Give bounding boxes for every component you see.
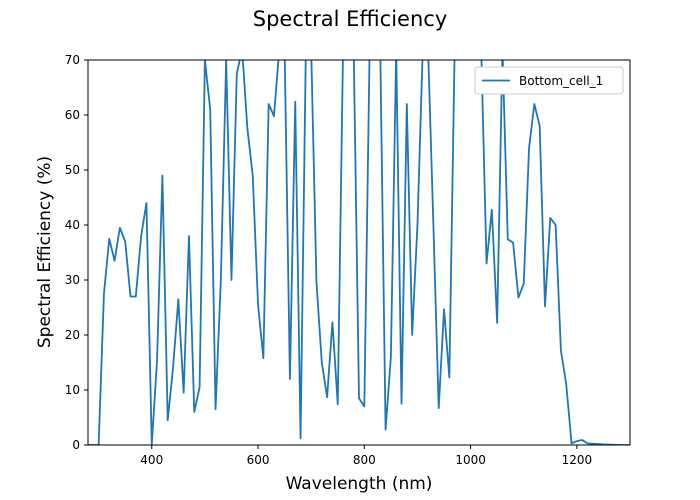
legend-label-bottom-cell-1: Bottom_cell_1: [519, 74, 603, 88]
y-tick-label-40: 40: [65, 218, 80, 232]
y-axis-label: Spectral Efficiency (%): [35, 156, 55, 348]
x-tick-label-400: 400: [140, 453, 163, 467]
chart-title: Spectral Efficiency: [253, 7, 448, 31]
y-tick-label-0: 0: [72, 438, 80, 452]
legend-box: [474, 66, 624, 95]
x-tick-label-800: 800: [353, 453, 376, 467]
legend: Bottom_cell_1: [474, 66, 624, 95]
series-line-bottom-cell-1: [88, 60, 630, 445]
y-tick-label-70: 70: [65, 53, 80, 67]
y-tick-label-30: 30: [65, 273, 80, 287]
x-tick-label-600: 600: [247, 453, 270, 467]
x-tick-label-1000: 1000: [455, 453, 486, 467]
y-axis-ticks: 0 10 20 30 40 50 60 70: [65, 53, 88, 452]
y-tick-label-10: 10: [65, 383, 80, 397]
x-tick-label-1200: 1200: [562, 453, 593, 467]
y-tick-label-60: 60: [65, 108, 80, 122]
y-tick-label-20: 20: [65, 328, 80, 342]
x-axis-ticks: 400 600 800 1000 1200: [140, 445, 592, 467]
x-axis-label: Wavelength (nm): [286, 474, 433, 494]
y-tick-label-50: 50: [65, 163, 80, 177]
plot-frame: [87, 59, 631, 446]
